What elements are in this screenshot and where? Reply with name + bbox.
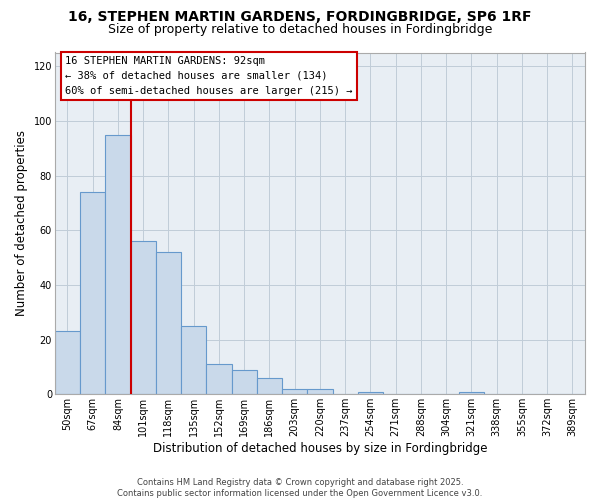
Bar: [257, 378, 282, 394]
Y-axis label: Number of detached properties: Number of detached properties: [15, 130, 28, 316]
Bar: [181, 326, 206, 394]
Bar: [156, 252, 181, 394]
Bar: [131, 241, 156, 394]
Text: Size of property relative to detached houses in Fordingbridge: Size of property relative to detached ho…: [108, 22, 492, 36]
Bar: [206, 364, 232, 394]
Bar: [232, 370, 257, 394]
Bar: [459, 392, 484, 394]
Text: Contains HM Land Registry data © Crown copyright and database right 2025.
Contai: Contains HM Land Registry data © Crown c…: [118, 478, 482, 498]
Text: 16, STEPHEN MARTIN GARDENS, FORDINGBRIDGE, SP6 1RF: 16, STEPHEN MARTIN GARDENS, FORDINGBRIDG…: [68, 10, 532, 24]
Bar: [80, 192, 106, 394]
Bar: [307, 389, 332, 394]
Bar: [358, 392, 383, 394]
Bar: [282, 389, 307, 394]
Bar: [55, 332, 80, 394]
X-axis label: Distribution of detached houses by size in Fordingbridge: Distribution of detached houses by size …: [152, 442, 487, 455]
Text: 16 STEPHEN MARTIN GARDENS: 92sqm
← 38% of detached houses are smaller (134)
60% : 16 STEPHEN MARTIN GARDENS: 92sqm ← 38% o…: [65, 56, 353, 96]
Bar: [106, 134, 131, 394]
